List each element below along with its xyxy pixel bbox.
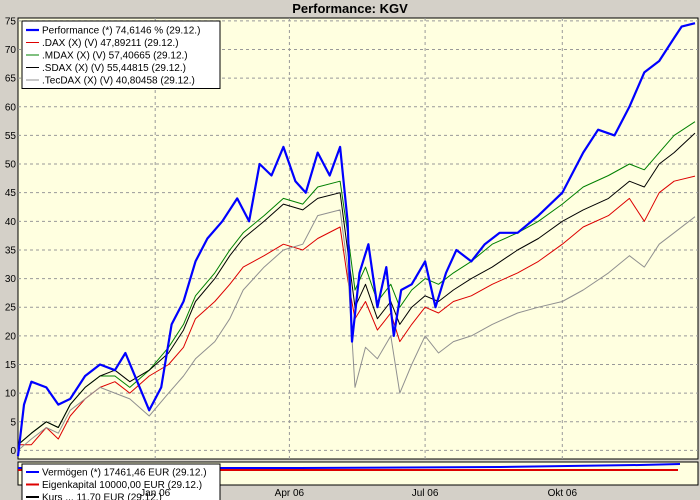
y-tick-label: 75 [5,16,17,27]
y-tick-label: 40 [5,217,17,228]
chart-title: Performance: KGV [292,1,408,16]
bottom-legend-entry: Vermögen (*) 17461,46 EUR (29.12.) [42,468,207,479]
y-tick-label: 45 [5,188,17,199]
legend-entry: .TecDAX (X) (V) 40,80458 (29.12.) [42,76,195,87]
series-line-4 [17,209,696,451]
y-tick-label: 25 [5,303,17,314]
bottom-legend-box [21,463,221,500]
bottom-legend-entry: Eigenkapital 10000,00 EUR (29.12.) [42,480,202,491]
x-tick-label: Apr 06 [275,488,305,499]
y-tick-label: 0 [10,446,16,457]
y-tick-label: 55 [5,131,17,142]
legend-entry: Performance (*) 74,6146 % (29.12.) [42,26,200,37]
legend-entry: .DAX (X) (V) 47,89211 (29.12.) [42,38,179,49]
y-tick-label: 5 [10,417,16,428]
y-tick-label: 20 [5,331,17,342]
bottom-legend-entry: Kurs ... 11,70 EUR (29.12.) [42,493,162,500]
y-tick-label: 50 [5,160,17,171]
y-tick-label: 15 [5,360,17,371]
y-tick-label: 35 [5,245,17,256]
y-tick-label: 10 [5,389,17,400]
x-tick-label: Jul 06 [412,488,439,499]
series-line-1 [18,175,696,446]
x-tick-label: Jan 06 [140,488,170,499]
series-line-0 [16,22,696,457]
legend-entry: .MDAX (X) (V) 57,40665 (29.12.) [42,51,188,62]
y-tick-label: 65 [5,74,17,85]
x-tick-label: Okt 06 [548,488,578,499]
y-tick-label: 70 [5,45,17,56]
legend-box [21,20,221,89]
y-tick-label: 30 [5,274,17,285]
legend-entry: .SDAX (X) (V) 55,44815 (29.12.) [42,63,186,74]
y-tick-label: 60 [5,102,17,113]
